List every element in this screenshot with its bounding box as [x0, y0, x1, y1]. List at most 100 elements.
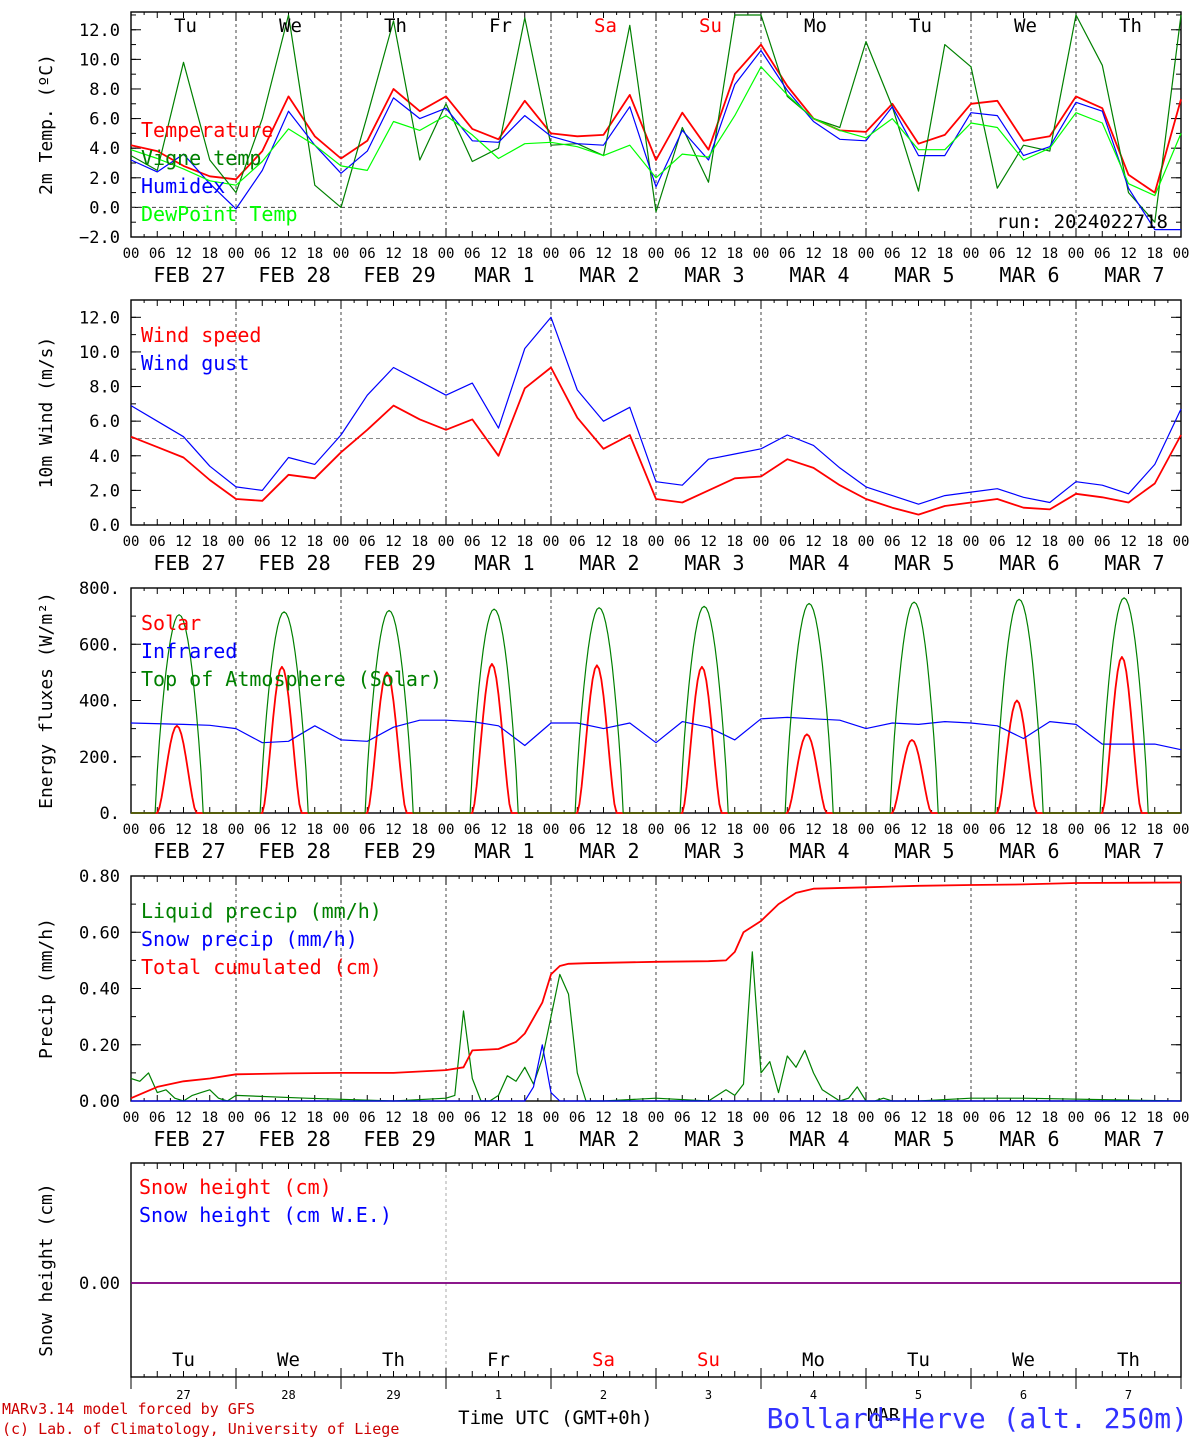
date-label: FEB 28	[258, 839, 330, 863]
hour-label: 00	[1173, 246, 1190, 262]
hour-label: 06	[674, 534, 691, 550]
date-label: MAR 3	[684, 263, 744, 287]
date-label: FEB 27	[153, 839, 225, 863]
date-label: MAR 2	[579, 839, 639, 863]
hour-label: 00	[438, 534, 455, 550]
legend-entry: Snow height (cm W.E.)	[139, 1203, 392, 1227]
legend-entry: Infrared	[141, 639, 237, 663]
weekday-label: Su	[699, 15, 722, 37]
y-tick-label: 0.0	[89, 198, 120, 218]
day-number: 29	[386, 1388, 400, 1402]
hour-label: 18	[1041, 246, 1058, 262]
hour-label: 18	[306, 1110, 323, 1126]
series-line-temperature	[130, 43, 1182, 194]
hour-label: 06	[1094, 534, 1111, 550]
date-label: MAR 4	[789, 263, 849, 287]
hour-label: 00	[123, 246, 140, 262]
hour-label: 18	[1146, 1110, 1163, 1126]
y-tick-label: 0.00	[79, 1092, 120, 1112]
y-tick-label: 0.	[100, 804, 120, 824]
hour-label: 06	[149, 534, 166, 550]
hour-label: 00	[438, 1110, 455, 1126]
hour-label: 18	[201, 246, 218, 262]
hour-label: 18	[831, 1110, 848, 1126]
hour-label: 18	[411, 1110, 428, 1126]
hour-label: 06	[149, 1110, 166, 1126]
weekday-label: Tu	[907, 1349, 930, 1371]
series-line-top-of-atmosphere-solar-	[131, 597, 1181, 814]
hour-label: 06	[779, 1110, 796, 1126]
legend-entry: Wind speed	[141, 323, 261, 347]
hour-label: 18	[1146, 246, 1163, 262]
hour-label: 00	[123, 822, 140, 838]
hour-label: 00	[228, 1110, 245, 1126]
hour-label: 06	[464, 246, 481, 262]
hour-label: 18	[726, 1110, 743, 1126]
hour-label: 18	[411, 534, 428, 550]
weekday-label: Th	[1117, 1349, 1140, 1371]
hour-label: 12	[700, 534, 717, 550]
day-number: 4	[810, 1388, 817, 1402]
hour-label: 00	[1068, 1110, 1085, 1126]
hour-label: 12	[910, 822, 927, 838]
hour-label: 06	[1094, 246, 1111, 262]
hour-label: 12	[280, 534, 297, 550]
hour-label: 12	[595, 534, 612, 550]
month-label: MAR	[867, 1405, 900, 1426]
station-title: Bollard−Herve (alt. 250m)	[767, 1402, 1188, 1435]
date-label: MAR 3	[684, 551, 744, 575]
weekday-label: Th	[382, 1349, 405, 1371]
y-tick-label: 0.80	[79, 867, 120, 887]
y-tick-label: 400.	[79, 692, 120, 712]
hour-label: 12	[700, 1110, 717, 1126]
series-line-humidex	[130, 49, 1181, 231]
hour-label: 18	[831, 246, 848, 262]
date-label: MAR 6	[999, 551, 1059, 575]
weekday-label: Fr	[489, 15, 512, 37]
y-tick-label: 12.0	[79, 308, 120, 328]
hour-label: 00	[1068, 246, 1085, 262]
hour-label: 18	[621, 822, 638, 838]
hour-label: 00	[438, 246, 455, 262]
date-label: MAR 3	[684, 1127, 744, 1151]
hour-label: 06	[464, 822, 481, 838]
hour-label: 06	[254, 534, 271, 550]
hour-label: 06	[149, 246, 166, 262]
series-line-vigne-temp	[130, 14, 1182, 223]
hour-label: 18	[831, 822, 848, 838]
date-label: MAR 6	[999, 839, 1059, 863]
hour-label: 18	[621, 534, 638, 550]
hour-label: 06	[989, 534, 1006, 550]
hour-label: 18	[306, 534, 323, 550]
day-number: 2	[600, 1388, 607, 1402]
date-label: FEB 28	[258, 1127, 330, 1151]
hour-label: 06	[1094, 822, 1111, 838]
hour-label: 12	[700, 822, 717, 838]
y-tick-label: 4.0	[89, 447, 120, 467]
hour-label: 12	[280, 1110, 297, 1126]
hour-label: 06	[359, 822, 376, 838]
hour-label: 06	[254, 246, 271, 262]
hour-label: 12	[1120, 246, 1137, 262]
date-label: MAR 5	[894, 1127, 954, 1151]
hour-label: 00	[1173, 1110, 1190, 1126]
hour-label: 18	[516, 246, 533, 262]
y-tick-label: 0.0	[89, 516, 120, 536]
hour-label: 18	[726, 246, 743, 262]
y-tick-label: 8.0	[89, 80, 120, 100]
day-number: 1	[495, 1388, 502, 1402]
hour-label: 18	[1041, 1110, 1058, 1126]
date-label: FEB 29	[363, 263, 435, 287]
day-number: 28	[281, 1388, 295, 1402]
hour-label: 06	[674, 246, 691, 262]
date-label: MAR 3	[684, 839, 744, 863]
hour-label: 18	[306, 822, 323, 838]
hour-label: 18	[936, 822, 953, 838]
hour-label: 06	[569, 534, 586, 550]
hour-label: 06	[464, 534, 481, 550]
hour-label: 12	[490, 246, 507, 262]
hour-label: 12	[175, 534, 192, 550]
date-label: MAR 1	[474, 1127, 534, 1151]
date-label: MAR 5	[894, 839, 954, 863]
y-tick-label: 200.	[79, 748, 120, 768]
